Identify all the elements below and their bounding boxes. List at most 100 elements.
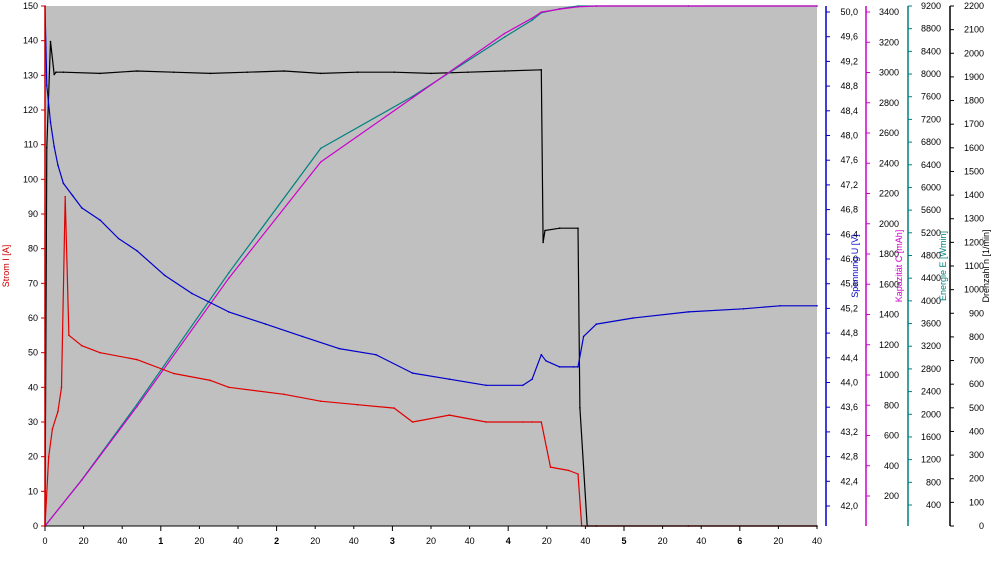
series-point bbox=[579, 407, 581, 409]
capacity-tick-label: 3000 bbox=[879, 68, 899, 78]
x-tick-label: 20 bbox=[426, 536, 436, 546]
series-layer bbox=[44, 5, 818, 527]
energy-tick-label: 5600 bbox=[921, 205, 941, 215]
series-point bbox=[319, 147, 322, 150]
capacity-axis-title: Kapazität C [mAh] bbox=[894, 230, 904, 303]
voltage-tick-label: 46,0 bbox=[840, 254, 858, 264]
series-point bbox=[595, 5, 598, 7]
series-point bbox=[531, 17, 533, 20]
voltage-tick-label: 48,8 bbox=[840, 81, 858, 91]
left-tick-label: 0 bbox=[33, 521, 38, 531]
series-point bbox=[687, 5, 690, 7]
voltage-tick-label: 49,6 bbox=[840, 32, 858, 42]
x-tick-label: 40 bbox=[812, 536, 822, 546]
series-point bbox=[62, 182, 65, 185]
energy-tick-label: 2000 bbox=[921, 409, 941, 419]
voltage-tick-label: 49,2 bbox=[840, 56, 858, 66]
series-point bbox=[393, 407, 396, 409]
x-tick-label: 20 bbox=[79, 536, 89, 546]
energy-tick-label: 8800 bbox=[921, 24, 941, 34]
plot-background bbox=[45, 6, 817, 526]
series-point bbox=[522, 421, 524, 423]
voltage-tick-label: 45,6 bbox=[840, 279, 858, 289]
left-tick-label: 30 bbox=[28, 417, 38, 427]
left-tick-label: 70 bbox=[28, 278, 38, 288]
rpm-tick-label: 800 bbox=[969, 332, 984, 342]
voltage-tick-label: 50,0 bbox=[840, 7, 858, 17]
x-tick-label: 4 bbox=[506, 536, 511, 546]
energy-tick-label: 800 bbox=[926, 477, 941, 487]
series-point bbox=[172, 71, 175, 73]
capacity-tick-label: 2200 bbox=[879, 189, 899, 199]
energy-tick-label: 1600 bbox=[921, 432, 941, 442]
series-point bbox=[430, 72, 432, 75]
rpm-tick-label: 100 bbox=[969, 497, 984, 507]
x-tick-label: 40 bbox=[696, 536, 706, 546]
left-tick-label: 100 bbox=[23, 174, 38, 184]
rpm-tick-label: 600 bbox=[969, 379, 984, 389]
series-point bbox=[503, 32, 506, 35]
series-point bbox=[356, 71, 359, 73]
series-point bbox=[228, 311, 230, 313]
left-tick-label: 10 bbox=[28, 486, 38, 496]
series-point bbox=[136, 403, 138, 406]
rpm-tick-label: 1300 bbox=[964, 214, 984, 224]
energy-axis-title: Energie E [Wmin] bbox=[938, 231, 948, 301]
x-tick-label: 20 bbox=[773, 536, 783, 546]
voltage-tick-label: 45,2 bbox=[840, 303, 858, 313]
energy-tick-label: 3200 bbox=[921, 341, 941, 351]
x-tick-label: 40 bbox=[233, 536, 243, 546]
series-point bbox=[558, 8, 561, 10]
series-point bbox=[595, 323, 598, 325]
energy-tick-label: 4000 bbox=[921, 296, 941, 306]
rpm-tick-label: 2000 bbox=[964, 48, 984, 58]
capacity-tick-label: 2400 bbox=[879, 158, 899, 168]
series-point bbox=[81, 344, 83, 347]
capacity-tick-label: 2600 bbox=[879, 128, 899, 138]
voltage-tick-label: 47,2 bbox=[840, 180, 858, 190]
left-tick-label: 120 bbox=[23, 105, 38, 115]
energy-tick-label: 7600 bbox=[921, 92, 941, 102]
series-point bbox=[356, 403, 359, 406]
series-point bbox=[228, 272, 230, 274]
series-point bbox=[448, 378, 451, 381]
series-point bbox=[816, 305, 818, 307]
energy-tick-label: 6400 bbox=[921, 160, 941, 170]
energy-tick-label: 4800 bbox=[921, 251, 941, 261]
left-tick-label: 60 bbox=[28, 313, 38, 323]
left-tick-label: 110 bbox=[24, 140, 38, 150]
series-point bbox=[209, 72, 212, 75]
capacity-tick-label: 200 bbox=[884, 491, 899, 501]
series-point bbox=[57, 410, 59, 413]
capacity-tick-label: 800 bbox=[884, 400, 899, 410]
series-point bbox=[742, 308, 745, 310]
series-point bbox=[577, 473, 579, 475]
series-point bbox=[283, 70, 285, 72]
voltage-tick-label: 43,6 bbox=[840, 402, 858, 412]
series-point bbox=[540, 11, 543, 13]
x-tick-label: 40 bbox=[117, 536, 127, 546]
x-tick-label: 40 bbox=[349, 536, 359, 546]
energy-tick-label: 7200 bbox=[921, 114, 941, 124]
series-point bbox=[71, 194, 74, 197]
series-point bbox=[319, 72, 322, 75]
series-point bbox=[46, 84, 48, 87]
series-line-kapazität-c bbox=[44, 5, 817, 527]
left-tick-label: 40 bbox=[28, 382, 38, 392]
rpm-tick-label: 1500 bbox=[964, 166, 984, 176]
capacity-tick-label: 2800 bbox=[879, 98, 899, 108]
series-point bbox=[117, 237, 120, 240]
rpm-tick-label: 1400 bbox=[964, 190, 984, 200]
series-point bbox=[228, 277, 230, 280]
rpm-tick-label: 1100 bbox=[965, 261, 984, 271]
capacity-tick-label: 2000 bbox=[879, 219, 899, 229]
energy-tick-label: 8000 bbox=[921, 69, 941, 79]
voltage-tick-label: 46,8 bbox=[840, 205, 858, 215]
series-point bbox=[531, 378, 533, 381]
capacity-tick-label: 1200 bbox=[879, 340, 899, 350]
series-point bbox=[503, 36, 506, 38]
series-point bbox=[68, 334, 70, 337]
left-axis-title: Strom I [A] bbox=[1, 245, 11, 288]
series-point bbox=[136, 358, 138, 361]
energy-tick-label: 3600 bbox=[921, 319, 941, 329]
